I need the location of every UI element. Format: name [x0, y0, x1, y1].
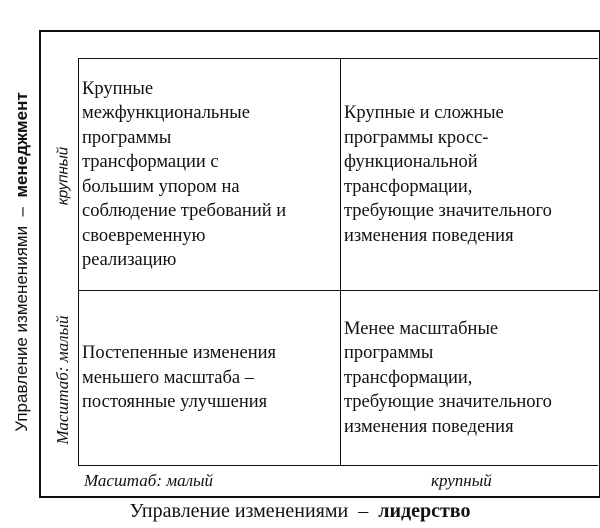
- cell-top-right: Крупные и сложные программы кросс-функцио…: [341, 59, 598, 291]
- cell-line: большим упором на: [82, 176, 240, 197]
- cell-line: функциональной: [344, 152, 478, 172]
- cell-line: требующие значительного: [344, 201, 552, 221]
- cell-text: Крупные и сложные программы кросс-функцио…: [344, 101, 552, 248]
- cell-line: изменения поведения: [344, 225, 514, 246]
- cell-text: Постепенные изменения меньшего масштаба –…: [82, 341, 276, 415]
- cell-line: трансформации,: [344, 367, 473, 388]
- cell-line: программы: [344, 343, 434, 364]
- y-axis-label-bold: менеджмент: [12, 92, 31, 198]
- cell-line: Крупные и сложные: [344, 103, 504, 123]
- cell-text: Крупные межфункциональные программы трансфо…: [82, 77, 286, 273]
- x-axis-label-bold: лидерство: [378, 500, 471, 522]
- cell-line: своевременную: [82, 225, 206, 246]
- x-axis-dash: –: [358, 500, 369, 522]
- cell-line: программы: [82, 127, 172, 148]
- matrix-grid: Крупные межфункциональные программы трансфо…: [78, 58, 598, 466]
- x-axis-high: крупный: [431, 471, 492, 490]
- x-axis-title: Управление изменениями – лидерство: [0, 500, 600, 523]
- y-axis-dash: –: [12, 206, 31, 217]
- y-axis-title: Управление изменениями – менеджмент: [12, 92, 32, 431]
- cell-bottom-right: Менее масштабные программы трансформации, т…: [341, 291, 598, 465]
- cell-line: Менее масштабные: [344, 318, 499, 339]
- y-axis-high: крупный: [54, 146, 72, 206]
- y-axis-label: Управление изменениями: [12, 225, 31, 432]
- cell-line: трансформации с: [82, 152, 219, 172]
- cell-top-left: Крупные межфункциональные программы трансфо…: [79, 59, 341, 291]
- cell-line: межфункциональные: [82, 103, 250, 123]
- cell-line: трансформации,: [344, 176, 473, 197]
- cell-line: постоянные улучшения: [82, 392, 268, 413]
- cell-line: изменения поведения: [344, 416, 514, 437]
- x-axis-low: Масштаб: малый: [84, 471, 214, 490]
- cell-line: Крупные: [82, 78, 154, 99]
- cell-text: Менее масштабные программы трансформации, т…: [344, 317, 552, 440]
- cell-line: требующие значительного: [344, 392, 552, 413]
- cell-line: реализацию: [82, 250, 177, 270]
- cell-line: Постепенные изменения: [82, 343, 277, 364]
- x-axis-label: Управление изменениями: [129, 500, 349, 522]
- cell-line: соблюдение требований и: [82, 201, 287, 221]
- cell-bottom-left: Постепенные изменения меньшего масштаба –…: [79, 291, 341, 465]
- y-axis-low: Масштаб: малый: [53, 315, 72, 445]
- cell-line: программы кросс-: [344, 127, 489, 148]
- cell-line: меньшего масштаба –: [82, 367, 254, 388]
